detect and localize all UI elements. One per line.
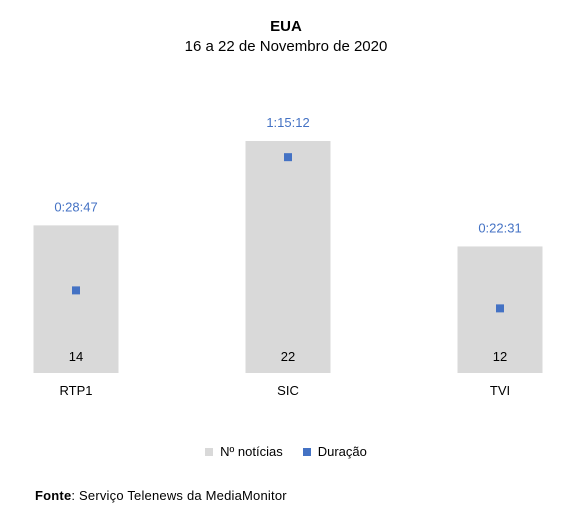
duration-label: 1:15:12 [266, 115, 309, 130]
legend-item-duration: Duração [302, 444, 367, 459]
chart-title: EUA [270, 18, 302, 35]
duration-marker-tvi [496, 304, 504, 313]
source-text: : Serviço Telenews da MediaMonitor [71, 488, 287, 503]
x-tick-label: RTP1 [60, 383, 93, 398]
bar-value-label: 12 [493, 349, 507, 364]
legend-label-duration: Duração [317, 444, 367, 459]
legend-label-news-count: Nº notícias [220, 444, 283, 459]
legend-swatch-news-count [205, 447, 214, 456]
legend-item-news-count: Nº notícias [205, 444, 283, 459]
legend-swatch-duration [302, 447, 311, 456]
x-tick-label: SIC [277, 383, 299, 398]
bar-rtp1 [33, 225, 119, 373]
chart-legend: Nº notícias Duração [0, 444, 572, 459]
bar-value-label: 14 [69, 349, 83, 364]
duration-marker-rtp1 [72, 286, 80, 295]
chart-plot: 14 0:28:47 RTP1 22 1:15:12 SIC 12 0:22:31 TVI [33, 115, 543, 398]
source-label: Fonte [35, 488, 72, 503]
bar-sic [245, 141, 331, 373]
x-tick-label: TVI [490, 383, 510, 398]
duration-label: 0:22:31 [478, 220, 521, 235]
duration-marker-sic [284, 153, 292, 162]
chart-subtitle: 16 a 22 de Novembro de 2020 [184, 38, 388, 55]
bar-value-label: 22 [281, 349, 295, 364]
duration-label: 0:28:47 [54, 199, 97, 214]
source-note: Fonte: Serviço Telenews da MediaMonitor [35, 488, 287, 503]
